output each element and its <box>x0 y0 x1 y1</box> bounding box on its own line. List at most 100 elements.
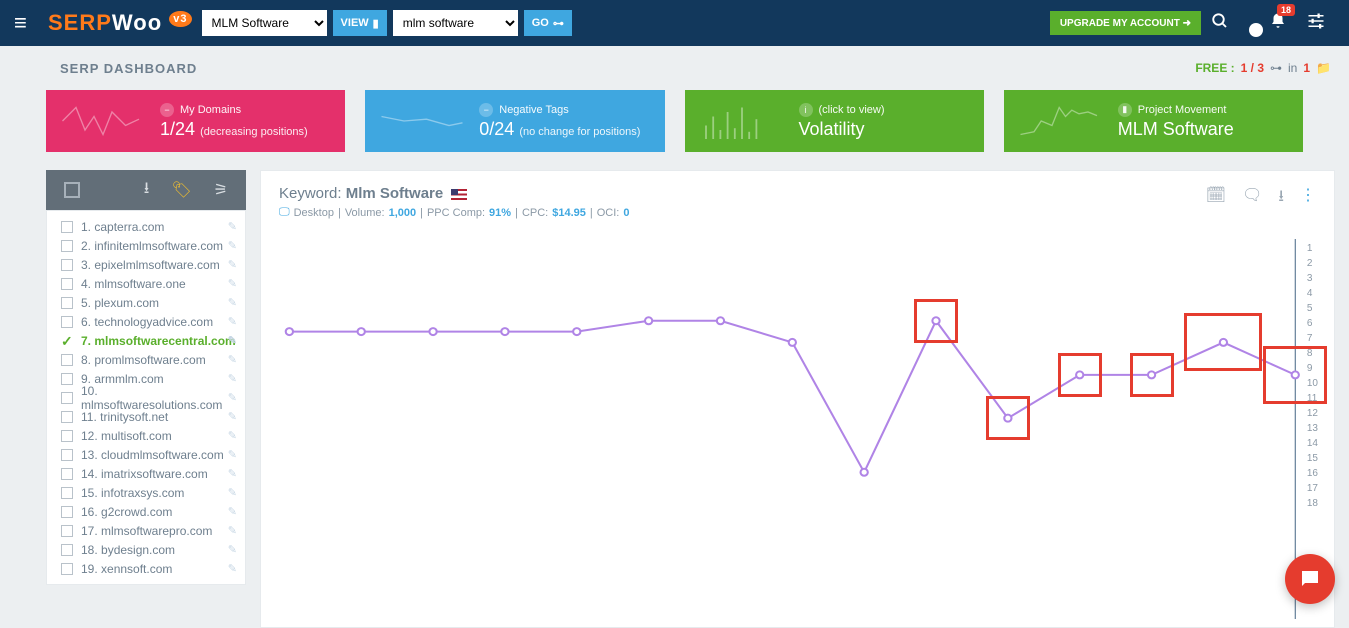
card-value: 0/24 <box>479 119 514 139</box>
checkbox[interactable] <box>61 411 73 423</box>
list-item[interactable]: 12. multisoft.com✎ <box>47 426 245 445</box>
cpc-value: $14.95 <box>552 207 586 219</box>
domain-label: 17. mlmsoftwarepro.com <box>81 524 212 538</box>
filter-icon[interactable]: ⚞ <box>214 180 228 200</box>
list-item[interactable]: 6. technologyadvice.com✎ <box>47 312 245 331</box>
domain-label: 14. imatrixsoftware.com <box>81 467 208 481</box>
edit-icon[interactable]: ✎ <box>228 486 237 499</box>
flag-icon <box>451 189 467 200</box>
list-item[interactable]: 3. epixelmlmsoftware.com ✎ <box>47 255 245 274</box>
checkbox[interactable] <box>61 221 73 233</box>
checkbox[interactable] <box>61 335 73 347</box>
list-item[interactable]: 2. infinitemlmsoftware.com✎ <box>47 236 245 255</box>
menu-icon[interactable]: ≡ <box>14 10 48 36</box>
list-item[interactable]: 4. mlmsoftware.one✎ <box>47 274 245 293</box>
comment-icon[interactable]: 🗨 <box>1242 185 1262 212</box>
checkbox[interactable] <box>61 354 73 366</box>
more-icon[interactable]: ⋮ <box>1300 185 1316 212</box>
go-button[interactable]: GO ⊶ <box>524 10 572 36</box>
folder-icon: ▮ <box>1118 103 1132 117</box>
calendar-icon[interactable]: 🗓 <box>1206 185 1226 212</box>
card-negative-tags[interactable]: −Negative Tags 0/24 (no change for posit… <box>365 90 664 152</box>
folder-icon: ▮ <box>373 17 379 30</box>
checkbox[interactable] <box>61 297 73 309</box>
list-item[interactable]: 5. plexum.com✎ <box>47 293 245 312</box>
keyword-select[interactable]: mlm software <box>393 10 518 36</box>
checkbox[interactable] <box>61 468 73 480</box>
checkbox[interactable] <box>61 506 73 518</box>
checkbox[interactable] <box>61 240 73 252</box>
checkbox[interactable] <box>61 430 73 442</box>
edit-icon[interactable]: ✎ <box>228 543 237 556</box>
list-item[interactable]: 1. capterra.com ✎ <box>47 217 245 236</box>
download-icon[interactable]: ⭳ <box>144 177 150 204</box>
card-my-domains[interactable]: −My Domains 1/24 (decreasing positions) <box>46 90 345 152</box>
domain-label: 1. capterra.com <box>81 220 164 234</box>
card-project-movement[interactable]: ▮Project Movement MLM Software <box>1004 90 1303 152</box>
download-icon[interactable]: ⭳ <box>1278 185 1284 212</box>
list-item[interactable]: 17. mlmsoftwarepro.com ✎ <box>47 521 245 540</box>
checkbox[interactable] <box>61 563 73 575</box>
domain-label: 8. promlmsoftware.com <box>81 353 206 367</box>
card-value: Volatility <box>799 119 865 139</box>
checkbox[interactable] <box>61 278 73 290</box>
upgrade-button[interactable]: UPGRADE MY ACCOUNT ➜ <box>1050 11 1201 35</box>
edit-icon[interactable]: ✎ <box>228 391 237 404</box>
edit-icon[interactable]: ✎ <box>228 353 237 366</box>
edit-icon[interactable]: ✎ <box>228 524 237 537</box>
checkbox[interactable] <box>61 544 73 556</box>
list-item[interactable]: 8. promlmsoftware.com ✎ <box>47 350 245 369</box>
list-item[interactable]: 10. mlmsoftwaresolutions.com✎ <box>47 388 245 407</box>
edit-icon[interactable]: ✎ <box>228 505 237 518</box>
logo[interactable]: SERPWoo v3 <box>48 10 192 36</box>
card-volatility[interactable]: i(click to view) Volatility <box>685 90 984 152</box>
cpc-label: CPC: <box>522 207 548 219</box>
edit-icon[interactable]: ✎ <box>228 448 237 461</box>
keyword-meta: 🖵 Desktop | Volume: 1,000 | PPC Comp: 91… <box>279 206 629 219</box>
edit-icon[interactable]: ✎ <box>228 239 237 252</box>
search-icon[interactable] <box>1211 12 1229 35</box>
edit-icon[interactable]: ✎ <box>228 334 237 347</box>
settings-icon[interactable] <box>1307 12 1325 35</box>
edit-icon[interactable]: ✎ <box>228 220 237 233</box>
list-item[interactable]: 7. mlmsoftwarecentral.com✎ <box>47 331 245 350</box>
plan-label: FREE : <box>1195 61 1234 75</box>
logo-text-a: SERP <box>48 10 112 35</box>
keyword-label: Keyword: <box>279 185 342 202</box>
bell-icon[interactable]: 18 <box>1269 12 1287 35</box>
rank-chart: 123456789101112131415161718 <box>279 239 1316 619</box>
list-item[interactable]: 16. g2crowd.com✎ <box>47 502 245 521</box>
edit-icon[interactable]: ✎ <box>228 562 237 575</box>
checkbox[interactable] <box>61 487 73 499</box>
edit-icon[interactable]: ✎ <box>228 277 237 290</box>
project-select[interactable]: MLM Software <box>202 10 327 36</box>
edit-icon[interactable]: ✎ <box>228 410 237 423</box>
checkbox[interactable] <box>61 449 73 461</box>
card-value: 1/24 <box>160 119 195 139</box>
edit-icon[interactable]: ✎ <box>228 467 237 480</box>
list-item[interactable]: 18. bydesign.com✎ <box>47 540 245 559</box>
domain-label: 3. epixelmlmsoftware.com <box>81 258 220 272</box>
list-item[interactable]: 19. xennsoft.com✎ <box>47 559 245 578</box>
chat-fab[interactable] <box>1285 554 1335 604</box>
checkbox[interactable] <box>61 392 73 404</box>
list-item[interactable]: 15. infotraxsys.com ✎ <box>47 483 245 502</box>
checkbox[interactable] <box>61 259 73 271</box>
checkbox[interactable] <box>61 316 73 328</box>
tag-icon[interactable]: 🏷 <box>171 180 191 200</box>
checkbox[interactable] <box>61 373 73 385</box>
card-title: (click to view) <box>819 104 885 116</box>
edit-icon[interactable]: ✎ <box>228 429 237 442</box>
edit-icon[interactable]: ✎ <box>228 296 237 309</box>
edit-icon[interactable]: ✎ <box>228 258 237 271</box>
minus-icon: − <box>160 103 174 117</box>
edit-icon[interactable]: ✎ <box>228 315 237 328</box>
checkbox[interactable] <box>61 525 73 537</box>
view-button[interactable]: VIEW ▮ <box>333 10 387 36</box>
list-item[interactable]: 11. trinitysoft.net✎ <box>47 407 245 426</box>
domain-label: 15. infotraxsys.com <box>81 486 184 500</box>
list-item[interactable]: 13. cloudmlmsoftware.com✎ <box>47 445 245 464</box>
list-item[interactable]: 14. imatrixsoftware.com ✎ <box>47 464 245 483</box>
select-all-checkbox[interactable] <box>64 182 80 198</box>
card-sub: (decreasing positions) <box>200 126 308 138</box>
